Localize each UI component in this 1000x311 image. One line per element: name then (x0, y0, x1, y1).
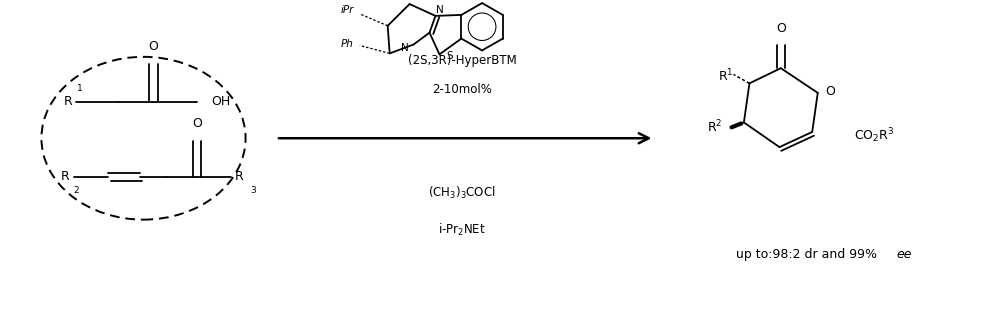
Text: i-Pr$_2$NEt: i-Pr$_2$NEt (438, 222, 486, 238)
Text: O: O (776, 22, 786, 35)
Text: (CH$_3$)$_3$COCl: (CH$_3$)$_3$COCl (428, 184, 496, 201)
Text: R: R (235, 170, 244, 183)
Text: R: R (64, 95, 73, 108)
Text: 1: 1 (77, 84, 83, 93)
Text: N: N (401, 44, 408, 53)
Text: R$^2$: R$^2$ (707, 119, 722, 136)
Text: up to:98:2 dr and 99%: up to:98:2 dr and 99% (736, 248, 881, 261)
Text: 2-10mol%: 2-10mol% (432, 83, 492, 96)
Text: R$^1$: R$^1$ (718, 68, 734, 85)
Text: CO$_2$R$^3$: CO$_2$R$^3$ (854, 127, 894, 145)
Text: (2S,3R)-HyperBTM: (2S,3R)-HyperBTM (408, 54, 517, 67)
Text: ee: ee (896, 248, 912, 261)
Text: 3: 3 (250, 186, 256, 195)
Text: N: N (436, 5, 443, 15)
Text: O: O (149, 40, 158, 53)
Text: S: S (446, 51, 453, 61)
Text: O: O (192, 117, 202, 130)
Text: OH: OH (211, 95, 230, 108)
Text: iPr: iPr (340, 5, 354, 15)
Text: Ph: Ph (341, 39, 354, 49)
Text: O: O (825, 86, 835, 98)
Text: R: R (61, 170, 70, 183)
Text: 2: 2 (74, 186, 79, 195)
